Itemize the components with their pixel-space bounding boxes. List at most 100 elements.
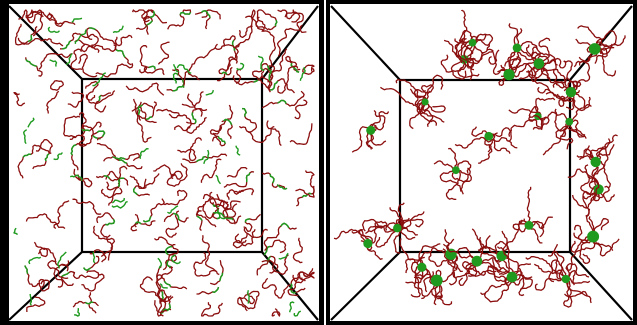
micelle-arm <box>460 9 474 44</box>
micelle-arm <box>534 276 567 291</box>
green-chain <box>203 149 210 165</box>
right-perspective-edge-bl <box>330 251 401 321</box>
polymer-chain <box>201 235 220 276</box>
micelle-arm <box>458 261 479 286</box>
green-segment <box>103 175 111 179</box>
polymer-chain <box>226 166 248 178</box>
micelle-core <box>524 220 534 230</box>
right-perspective-edge-br <box>569 251 633 321</box>
right-perspective-edge-tl <box>330 5 401 81</box>
green-segment <box>269 174 275 184</box>
polymer-chain <box>13 91 26 107</box>
micelle-arm <box>538 57 567 69</box>
micelle-core <box>468 38 477 47</box>
micelle-arm <box>555 121 574 150</box>
micelle-arm <box>537 86 573 100</box>
right-panel-right-edge <box>633 0 637 325</box>
green-segment <box>269 80 279 91</box>
micelle-arm <box>496 246 514 276</box>
micelle-arm <box>473 42 497 65</box>
micelle-arm <box>517 41 542 55</box>
polymer-chain <box>132 98 152 143</box>
micelle-arm <box>566 280 592 304</box>
polymer-chain <box>80 43 117 53</box>
green-chain <box>65 52 73 66</box>
micelle-arm <box>591 235 620 257</box>
polymer-chain <box>187 43 218 81</box>
green-segment <box>118 159 128 164</box>
polymer-chain <box>154 297 171 314</box>
green-chain <box>111 197 125 204</box>
micelle-arm <box>471 33 494 51</box>
micelle-core <box>445 248 457 261</box>
micelle-arm <box>420 84 434 103</box>
green-segment <box>164 245 173 256</box>
polymer-chain <box>181 91 204 108</box>
green-segment <box>221 71 228 75</box>
polymer-chain <box>86 27 116 45</box>
green-segment <box>132 187 138 196</box>
polymer-chain <box>26 296 46 313</box>
micelle-arm <box>596 160 611 189</box>
green-segment <box>81 128 90 132</box>
polymer-chain <box>255 16 277 66</box>
micelle-arm <box>451 167 471 183</box>
micelle-arm <box>380 86 425 107</box>
micelle-core <box>565 86 577 98</box>
green-segment <box>242 107 247 117</box>
right-panel-bottom-edge <box>326 321 637 325</box>
micelle-arm <box>454 160 472 174</box>
green-chain <box>215 174 222 185</box>
green-segment <box>135 221 142 225</box>
micelle-arm <box>504 57 521 74</box>
polymer-chain <box>261 254 289 276</box>
micelle-arm <box>367 244 383 260</box>
micelle-arm <box>433 160 455 169</box>
polymer-chain <box>247 125 275 143</box>
green-chain <box>74 29 88 44</box>
micelle-arm <box>530 220 545 238</box>
polymer-chain <box>234 228 256 247</box>
green-segment <box>149 10 156 18</box>
polymer-chain <box>177 137 203 162</box>
micelle-arm <box>563 280 573 308</box>
polymer-chain <box>18 9 44 20</box>
micelle-arm <box>510 270 525 291</box>
polymer-chain <box>72 270 100 280</box>
micelle-arm <box>440 54 467 73</box>
polymer-chain <box>162 189 188 206</box>
green-chain <box>170 254 182 265</box>
micelle-arm <box>389 207 404 229</box>
micelle-core <box>587 230 600 243</box>
left-panel-bottom-edge <box>0 321 324 325</box>
polymer-chain <box>157 289 168 304</box>
polymer-chain <box>294 99 308 120</box>
green-chain <box>111 200 128 209</box>
green-chain <box>57 251 67 269</box>
micelle-core <box>452 166 460 175</box>
micelle-core <box>506 271 518 283</box>
green-chain <box>172 64 179 73</box>
polymer-chain <box>246 228 269 239</box>
polymer-chain <box>33 241 70 267</box>
micelle-arm <box>515 47 541 61</box>
green-segment <box>98 94 102 102</box>
polymer-chain <box>292 271 315 284</box>
polymer-chain <box>302 64 315 75</box>
polymer-chain <box>165 210 180 238</box>
green-segment <box>22 153 32 158</box>
micelle-core <box>590 156 601 168</box>
green-segment <box>89 27 96 31</box>
micelle-arm <box>570 237 596 253</box>
micelle-core <box>512 43 522 53</box>
polymer-chain <box>276 24 303 57</box>
green-chain <box>172 72 179 84</box>
micelle-arm <box>418 243 441 266</box>
green-chain <box>70 174 83 182</box>
green-chain <box>205 89 214 96</box>
polymer-chain <box>261 277 291 299</box>
green-segment <box>268 72 272 82</box>
micelle-arm <box>530 216 553 230</box>
polymer-chain <box>200 158 222 183</box>
polymer-chain <box>89 249 107 263</box>
